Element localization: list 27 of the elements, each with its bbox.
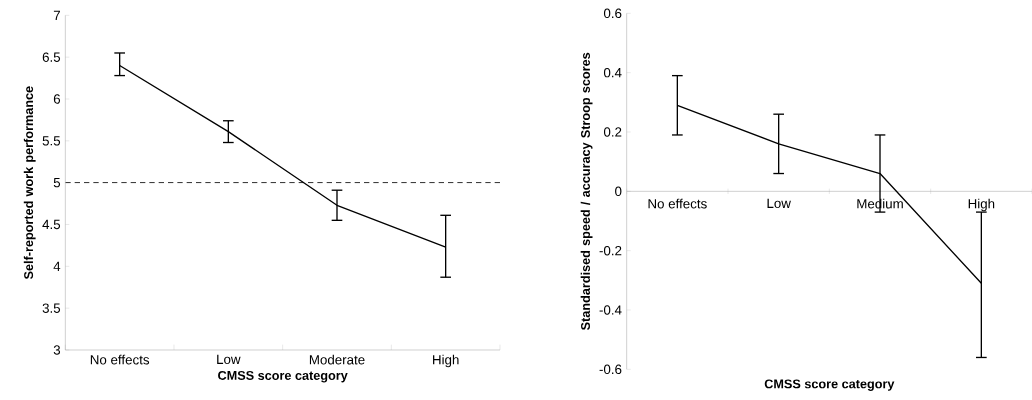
y-tick-label: 5.5 bbox=[42, 136, 61, 146]
x-tick-label: Low bbox=[767, 198, 791, 209]
x-tick-label: Low bbox=[217, 354, 241, 365]
y-axis-title: Standardised speed / accuracy Stroop scores bbox=[580, 52, 593, 331]
x-tick-label: No effects bbox=[648, 198, 707, 209]
y-tick-label: 4.5 bbox=[42, 219, 61, 230]
y-tick-label: 5 bbox=[53, 178, 61, 188]
x-axis-title: CMSS score category bbox=[764, 379, 895, 391]
x-tick-label: Moderate bbox=[309, 354, 365, 365]
x-tick-label: No effects bbox=[90, 354, 150, 365]
y-tick-label: -0.4 bbox=[599, 305, 622, 315]
y-tick-label: 7 bbox=[53, 10, 60, 20]
y-tick-label: 0.6 bbox=[603, 8, 622, 19]
y-axis-title: Self-reported work performance bbox=[23, 86, 36, 280]
y-tick-label: 0.2 bbox=[603, 127, 622, 137]
x-tick-label: High bbox=[433, 354, 459, 368]
y-tick-label: 4 bbox=[53, 261, 61, 271]
y-tick-label: 0.4 bbox=[603, 67, 622, 78]
y-tick-label: 0 bbox=[615, 186, 622, 197]
y-tick-label: 6.5 bbox=[42, 52, 61, 62]
y-tick-label: -0.6 bbox=[599, 364, 622, 375]
y-tick-label: 3 bbox=[53, 345, 61, 355]
y-tick-label: -0.2 bbox=[599, 245, 622, 256]
x-axis-title: CMSS score category bbox=[218, 370, 348, 383]
y-tick-label: 3.5 bbox=[42, 303, 61, 313]
x-tick-label: High bbox=[968, 198, 995, 212]
y-tick-label: 6 bbox=[53, 94, 61, 104]
